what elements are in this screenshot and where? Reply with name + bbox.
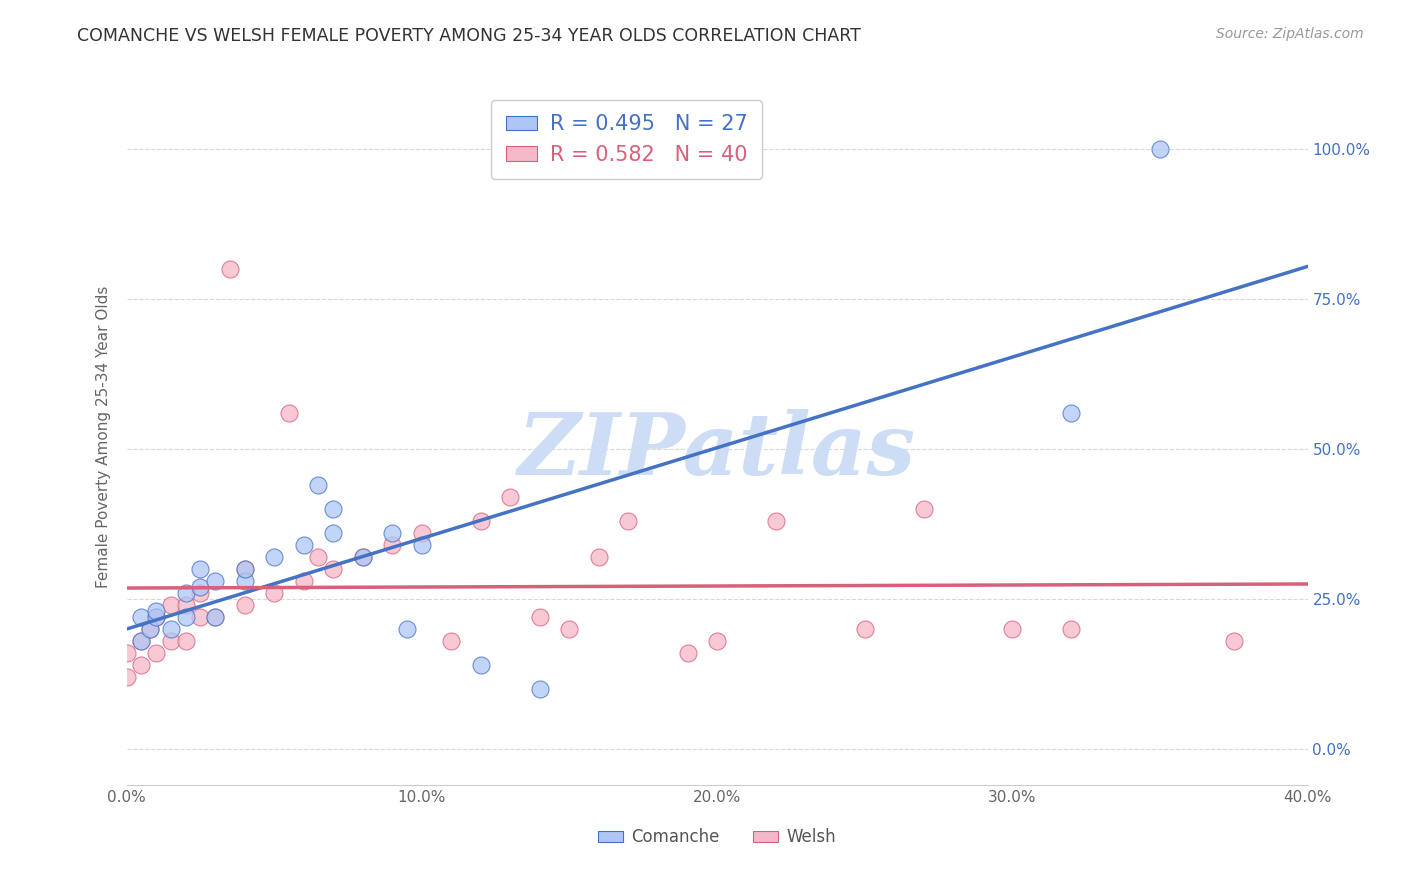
Text: COMANCHE VS WELSH FEMALE POVERTY AMONG 25-34 YEAR OLDS CORRELATION CHART: COMANCHE VS WELSH FEMALE POVERTY AMONG 2… <box>77 27 862 45</box>
Point <box>233 562 256 576</box>
Point <box>188 610 212 624</box>
Point <box>204 610 226 624</box>
Point <box>1060 622 1083 636</box>
Point <box>174 598 197 612</box>
Point <box>396 622 419 636</box>
Point <box>145 610 167 624</box>
Point <box>1223 634 1246 648</box>
Point <box>411 526 433 541</box>
Point <box>188 580 212 594</box>
Point <box>322 526 344 541</box>
Point <box>588 549 610 564</box>
Point <box>1001 622 1024 636</box>
Point <box>129 634 153 648</box>
Point <box>912 502 935 516</box>
Point <box>145 646 167 660</box>
Point <box>381 538 404 552</box>
Point <box>322 502 344 516</box>
Point <box>115 670 138 684</box>
Point <box>499 490 522 504</box>
Point <box>145 610 167 624</box>
Point <box>129 610 153 624</box>
Point <box>440 634 463 648</box>
Point <box>174 586 197 600</box>
Point <box>853 622 876 636</box>
Point <box>115 646 138 660</box>
Point <box>129 658 153 673</box>
Point <box>278 406 301 420</box>
Legend: Comanche, Welsh: Comanche, Welsh <box>592 822 842 853</box>
Point <box>470 514 492 528</box>
Point <box>129 634 153 648</box>
Point <box>308 549 330 564</box>
Point <box>292 538 315 552</box>
Point <box>529 681 551 696</box>
Point <box>706 634 728 648</box>
Point <box>352 549 374 564</box>
Point <box>381 526 404 541</box>
Point <box>617 514 640 528</box>
Point <box>529 610 551 624</box>
Point <box>1149 142 1171 156</box>
Point <box>188 562 212 576</box>
Point <box>263 549 285 564</box>
Point <box>174 610 197 624</box>
Point <box>558 622 581 636</box>
Point <box>676 646 699 660</box>
Point <box>322 562 344 576</box>
Text: Source: ZipAtlas.com: Source: ZipAtlas.com <box>1216 27 1364 41</box>
Point <box>292 574 315 588</box>
Point <box>219 262 242 277</box>
Point <box>160 622 183 636</box>
Point <box>233 574 256 588</box>
Text: ZIPatlas: ZIPatlas <box>517 409 917 492</box>
Point <box>188 586 212 600</box>
Point <box>160 634 183 648</box>
Point <box>139 622 162 636</box>
Point <box>1060 406 1083 420</box>
Point <box>470 658 492 673</box>
Point <box>263 586 285 600</box>
Point <box>411 538 433 552</box>
Point <box>765 514 787 528</box>
Point <box>145 604 167 618</box>
Point <box>233 598 256 612</box>
Y-axis label: Female Poverty Among 25-34 Year Olds: Female Poverty Among 25-34 Year Olds <box>96 286 111 588</box>
Point <box>160 598 183 612</box>
Point <box>352 549 374 564</box>
Point <box>204 574 226 588</box>
Point <box>233 562 256 576</box>
Point <box>139 622 162 636</box>
Point <box>308 478 330 492</box>
Point <box>204 610 226 624</box>
Point <box>174 634 197 648</box>
